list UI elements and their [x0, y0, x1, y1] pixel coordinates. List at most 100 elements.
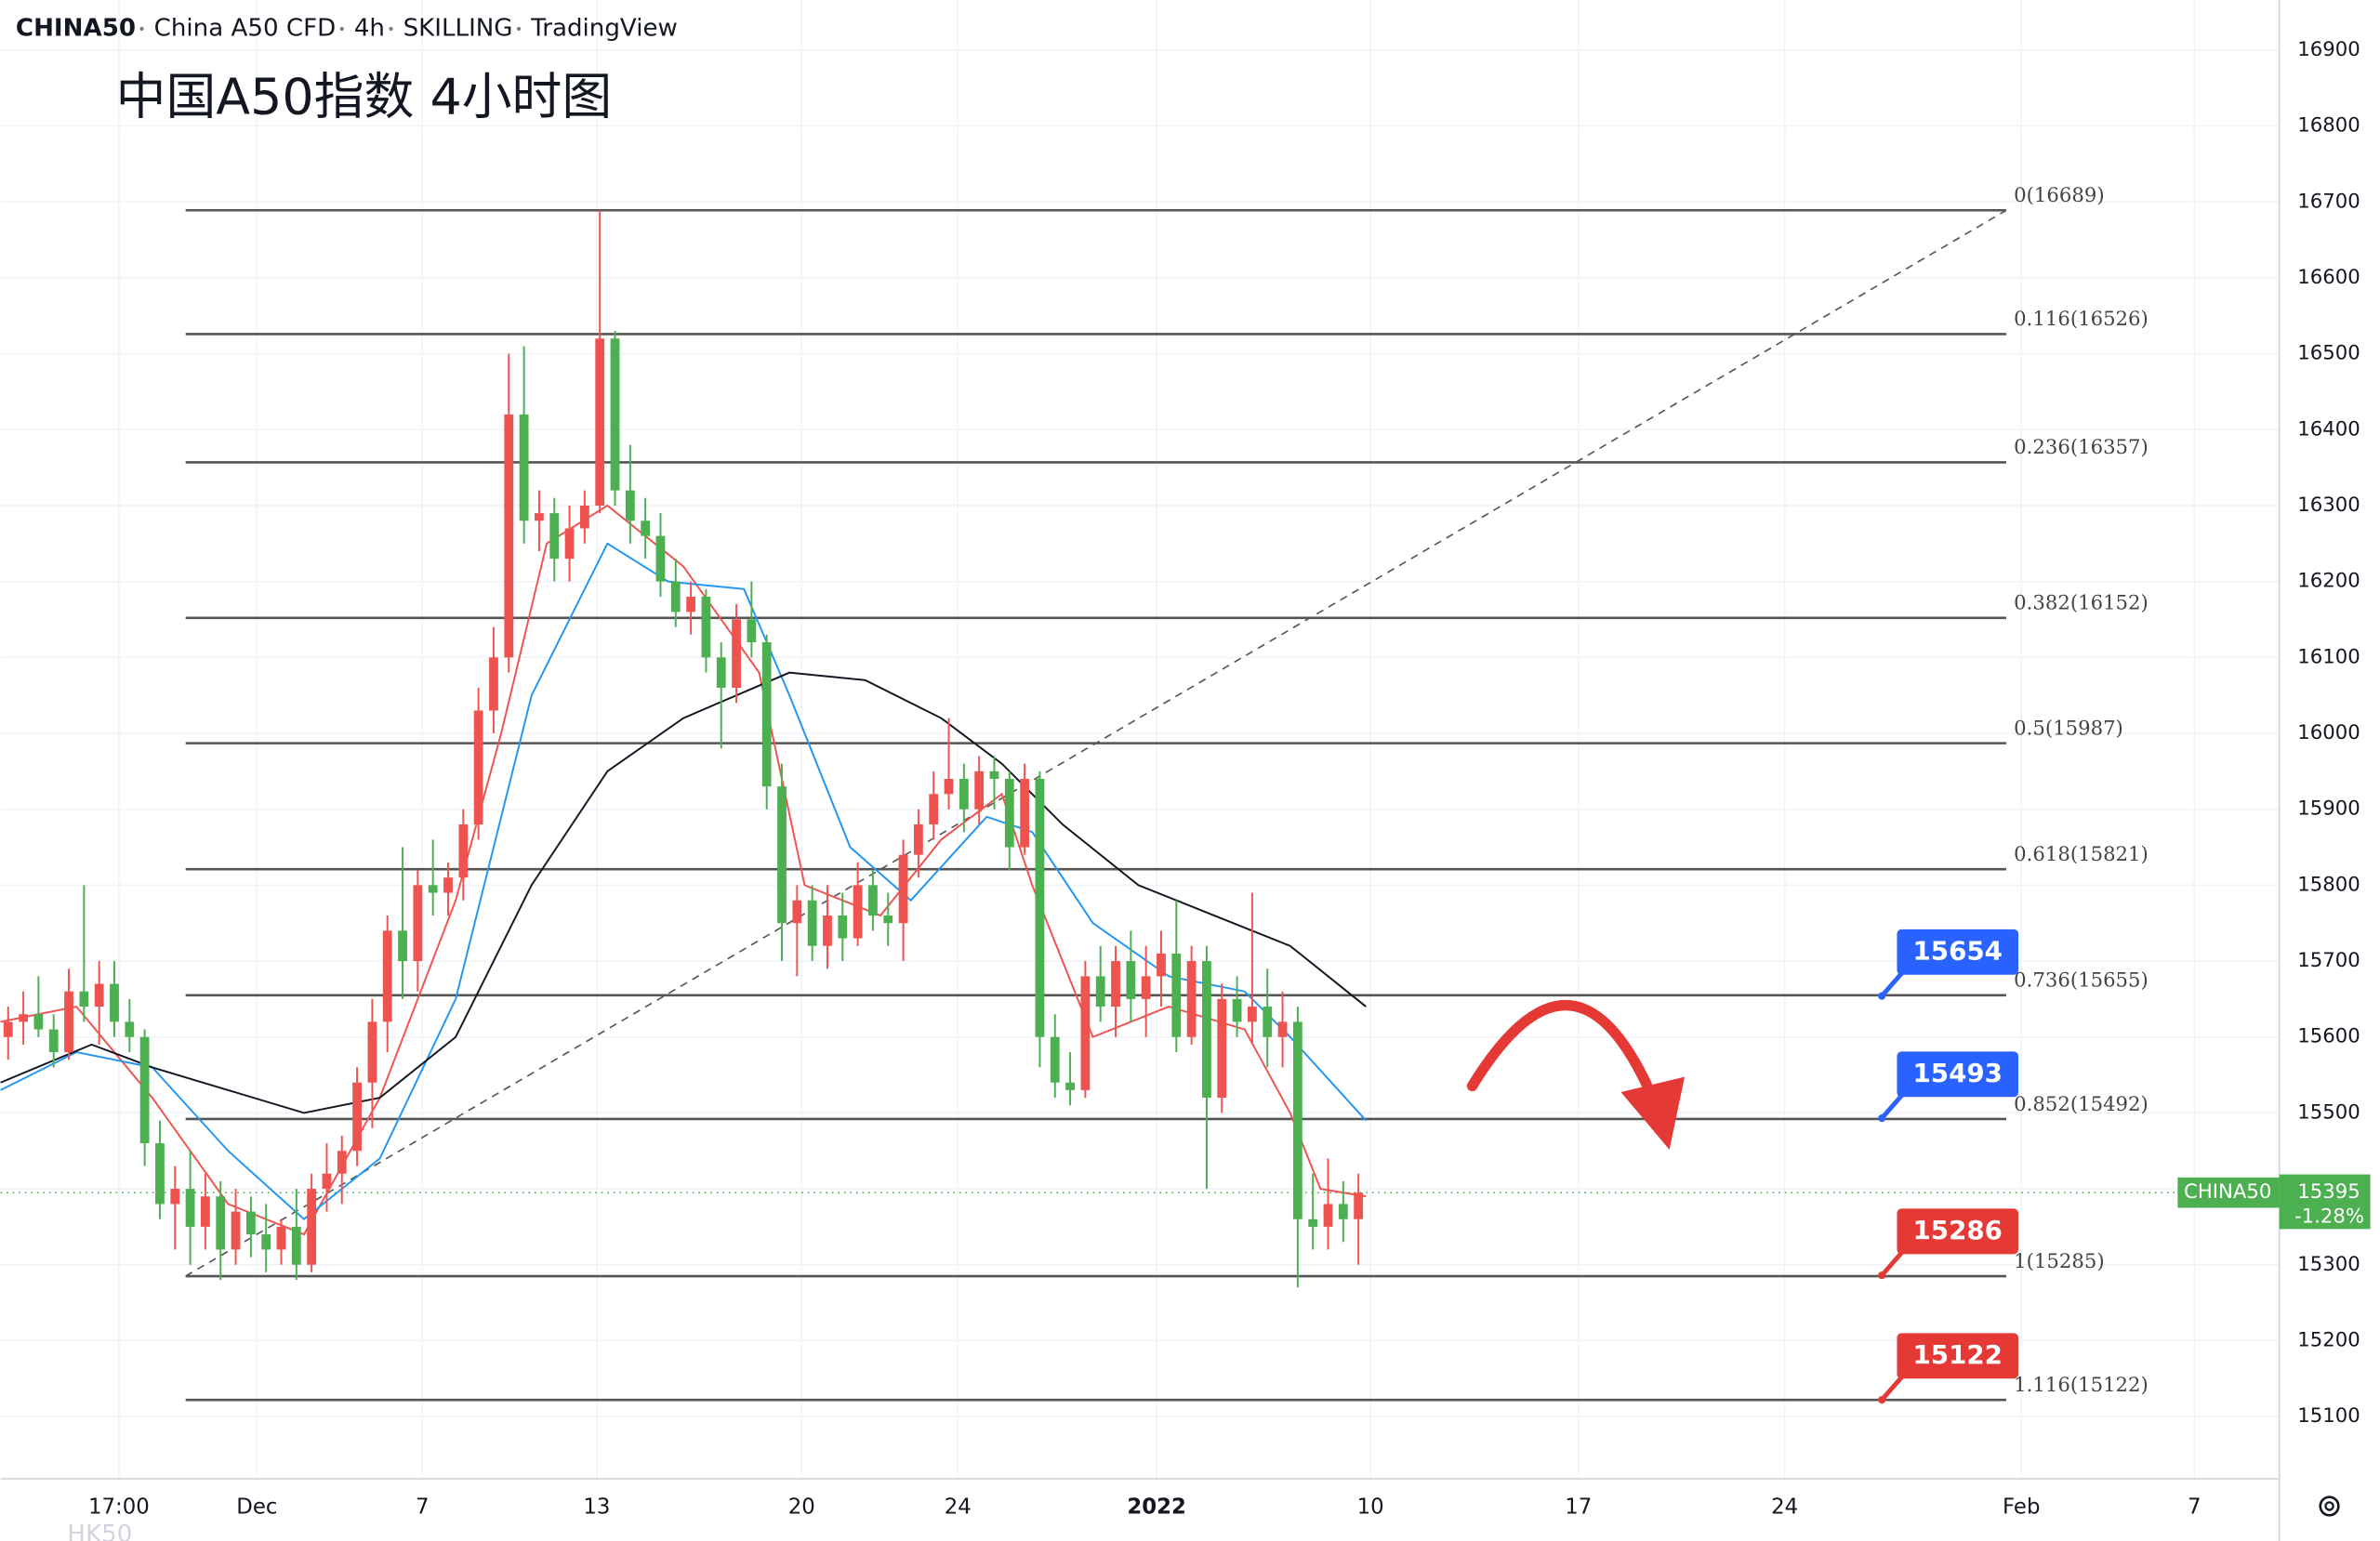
x-tick-label: Dec — [236, 1495, 277, 1520]
candle-body — [276, 1226, 286, 1250]
candle-body — [1323, 1204, 1333, 1227]
header-item[interactable]: CHINA50 — [16, 15, 136, 43]
trendline — [185, 209, 2007, 1277]
x-tick-label: 7 — [2188, 1495, 2202, 1520]
candle-body — [504, 414, 514, 658]
y-tick-label: 15200 — [2297, 1328, 2360, 1351]
candle-body — [322, 1173, 332, 1190]
candle-body — [898, 854, 908, 924]
candle-body — [1217, 998, 1227, 1099]
gear[interactable] — [2319, 1495, 2340, 1517]
candle-body — [458, 824, 469, 878]
badge-box — [1897, 929, 2019, 975]
candle-body — [185, 1189, 195, 1227]
candle-body — [641, 520, 651, 536]
header-item[interactable]: China A50 CFD — [154, 15, 337, 43]
badge-anchor — [1878, 992, 1886, 1000]
candle-body — [291, 1226, 301, 1265]
candle-body — [1020, 779, 1030, 848]
badge-anchor — [1878, 1114, 1886, 1123]
candle-body — [595, 338, 605, 506]
y-tick-label: 16000 — [2297, 721, 2360, 744]
price-tag — [2279, 1174, 2371, 1230]
candle-body — [367, 1021, 377, 1083]
candle-body — [944, 779, 954, 795]
candle-body — [79, 991, 89, 1008]
candle-body — [535, 513, 544, 521]
candle-body — [761, 641, 772, 787]
y-tick-label: 16400 — [2297, 417, 2360, 441]
badge-label: 15122 — [1912, 1339, 2003, 1370]
candle-body — [625, 490, 635, 521]
y-tick-label: 15700 — [2297, 949, 2360, 972]
candle-body — [1111, 961, 1120, 1008]
header-item[interactable]: SKILLING — [403, 15, 513, 43]
y-tick-label: 15300 — [2297, 1253, 2360, 1276]
fib-label: 0.382(16152) — [2014, 592, 2149, 615]
candle-body — [1080, 976, 1091, 1090]
candle-body — [1065, 1082, 1075, 1090]
watermark: HK50 — [67, 1521, 132, 1541]
x-tick-label: Feb — [2003, 1495, 2040, 1520]
header-item[interactable]: 4h — [354, 15, 385, 43]
candle-body — [853, 885, 863, 939]
chart-title: 中国A50指数 4小时图 — [116, 67, 613, 125]
candle-body — [1263, 1007, 1273, 1037]
moving-average — [0, 542, 1368, 1221]
candle-body — [443, 877, 453, 893]
header-item[interactable]: TradingView — [530, 15, 678, 43]
y-tick-label: 16800 — [2297, 114, 2360, 138]
y-tick-label: 15800 — [2297, 873, 2360, 896]
candle-body — [382, 930, 392, 1022]
gear-hub[interactable] — [2324, 1501, 2334, 1511]
y-tick-label: 15100 — [2297, 1404, 2360, 1428]
fib-label: 0.736(15655) — [2014, 969, 2149, 993]
settings-icon[interactable] — [2319, 1495, 2340, 1517]
annotation-arrowhead — [1620, 1076, 1685, 1150]
fib-label: 0.116(16526) — [2014, 308, 2149, 331]
badge-pointer — [1880, 1374, 1905, 1402]
candle-body — [1277, 1021, 1288, 1037]
candle-body — [838, 915, 848, 939]
fib-label: 0(16689) — [2014, 184, 2105, 207]
candle-body — [1035, 779, 1045, 1037]
x-tick-label: 20 — [788, 1495, 815, 1520]
header-separator — [339, 26, 344, 32]
x-tick-label: 17 — [1565, 1495, 1592, 1520]
y-tick-label: 15900 — [2297, 797, 2360, 821]
x-tick-label: 7 — [416, 1495, 430, 1520]
y-tick-label: 16200 — [2297, 570, 2360, 593]
badge-anchor — [1878, 1396, 1886, 1404]
candle-body — [564, 528, 575, 560]
candle-body — [519, 414, 529, 521]
candle-body — [1050, 1036, 1060, 1083]
candle-body — [974, 770, 985, 810]
y-tick-label: 16500 — [2297, 342, 2360, 365]
fib-label: 1.116(15122) — [2014, 1374, 2149, 1397]
candle-body — [1338, 1204, 1348, 1219]
candle-body — [245, 1211, 256, 1235]
candle-body — [1126, 961, 1136, 999]
candle-body — [1308, 1218, 1318, 1227]
candle-body — [1141, 976, 1151, 999]
candle-body — [686, 596, 696, 612]
candle-body — [1232, 998, 1242, 1022]
x-tick-label: 13 — [583, 1495, 610, 1520]
candle-body — [989, 770, 999, 780]
candle-body — [216, 1196, 226, 1250]
fib-label: 0.236(16357) — [2014, 436, 2149, 459]
header-separator — [516, 26, 522, 32]
candle-body — [1248, 1007, 1257, 1022]
candle-body — [398, 930, 407, 962]
badge-pointer — [1880, 1249, 1905, 1277]
candle-body — [610, 338, 620, 491]
candle-body — [1095, 976, 1105, 1008]
candle-body — [549, 513, 560, 560]
candle-body — [139, 1036, 150, 1144]
candle-body — [716, 657, 726, 689]
candle-body — [231, 1211, 241, 1250]
candle-body — [670, 581, 681, 612]
symbol-tag — [2177, 1177, 2280, 1208]
